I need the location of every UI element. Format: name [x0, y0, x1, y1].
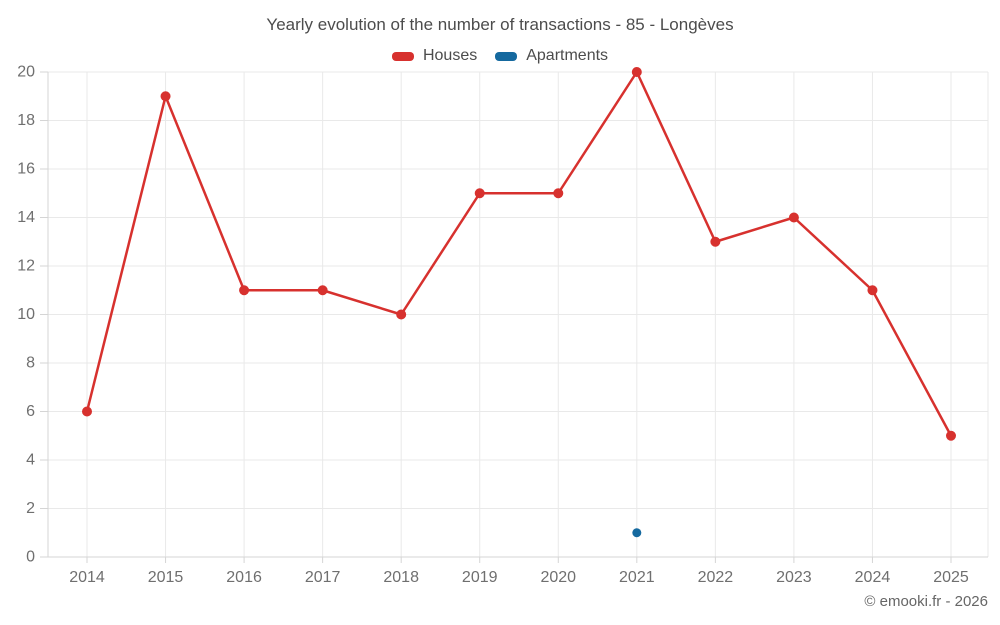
series	[82, 67, 956, 538]
data-point	[474, 188, 485, 199]
x-tick-label: 2017	[305, 569, 341, 586]
data-point	[632, 528, 642, 538]
x-tick-label: 2025	[933, 569, 969, 586]
x-tick-label: 2023	[776, 569, 812, 586]
x-tick-label: 2024	[855, 569, 891, 586]
x-tick-label: 2022	[698, 569, 734, 586]
chart-title: Yearly evolution of the number of transa…	[266, 15, 734, 34]
data-point	[82, 406, 92, 417]
legend-item-houses[interactable]: Houses	[391, 47, 478, 65]
x-tick-label: 2018	[383, 569, 419, 586]
data-point	[710, 236, 721, 247]
x-tick-label: 2021	[619, 569, 655, 586]
x-tick-label: 2015	[148, 569, 184, 586]
data-point	[867, 285, 878, 296]
apartments-legend-swatch-icon	[495, 51, 518, 61]
data-point	[317, 285, 328, 296]
data-point	[553, 188, 564, 199]
data-point	[788, 212, 799, 223]
series-line	[85, 70, 953, 437]
y-tick-label: 0	[26, 549, 35, 566]
legend-item-apartments[interactable]: Apartments	[495, 47, 608, 65]
houses-legend-swatch-icon	[391, 51, 414, 61]
data-point	[396, 309, 407, 320]
data-point	[160, 91, 171, 102]
y-tick-label: 10	[17, 306, 35, 323]
data-point	[631, 67, 642, 77]
x-tick-label: 2020	[540, 569, 576, 586]
legend-label-apartments: Apartments	[526, 47, 609, 64]
x-tick-label: 2014	[69, 569, 105, 586]
axes	[40, 71, 988, 563]
y-tick-label: 4	[26, 452, 35, 469]
series-apartments	[632, 528, 642, 538]
x-tick-label: 2019	[462, 569, 498, 586]
x-tick-label: 2016	[226, 569, 262, 586]
y-tick-label: 14	[17, 209, 35, 226]
y-tick-label: 2	[26, 500, 35, 517]
data-point	[239, 285, 250, 296]
axis-labels: 0 2 4 6 8 10 12 14 16 18 20 2014 2015 2016 2017 2018 201…	[17, 64, 969, 587]
y-tick-label: 12	[17, 258, 35, 275]
y-tick-label: 8	[26, 355, 35, 372]
y-tick-label: 18	[17, 112, 35, 129]
gridlines	[48, 71, 989, 557]
y-tick-label: 16	[17, 161, 35, 178]
y-tick-label: 6	[26, 403, 35, 420]
series-houses	[82, 67, 956, 441]
y-tick-label: 20	[17, 64, 35, 81]
data-point	[946, 430, 956, 441]
chart-legend: Houses Apartments	[0, 45, 1000, 67]
copyright-text: © emooki.fr - 2026	[864, 593, 988, 610]
legend-label-houses: Houses	[422, 47, 478, 64]
